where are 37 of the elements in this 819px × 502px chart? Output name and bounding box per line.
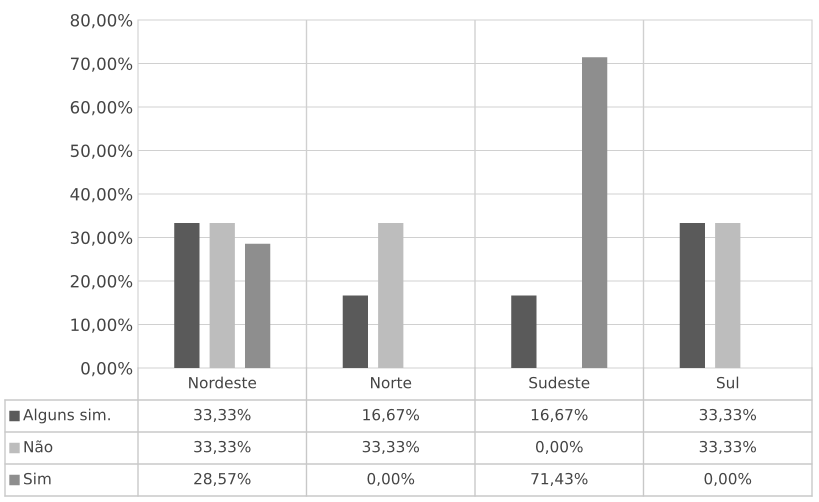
- y-tick-label: 50,00%: [70, 144, 132, 159]
- y-tick-label: 40,00%: [70, 188, 132, 202]
- bar: [582, 57, 608, 368]
- bar: [174, 223, 200, 368]
- legend-label: Sim: [24, 472, 51, 484]
- bar: [342, 295, 368, 368]
- data-label: 0,00%: [536, 440, 583, 454]
- y-tick-label: 30,00%: [70, 231, 132, 246]
- x-tick-label: Norte: [371, 377, 412, 388]
- x-tick-label: Nordeste: [189, 376, 256, 388]
- y-tick-label: 80,00%: [70, 14, 132, 28]
- x-tick-label: Sudeste: [529, 376, 590, 388]
- data-label: 33,33%: [700, 440, 756, 454]
- data-label: 33,33%: [194, 440, 251, 454]
- data-label: 28,57%: [194, 472, 251, 486]
- bar: [715, 223, 740, 368]
- bar: [680, 223, 706, 368]
- y-tick-label: 20,00%: [70, 274, 132, 290]
- legend-label: Alguns sim.: [23, 408, 110, 424]
- bar: [378, 223, 404, 368]
- legend-label: Não: [24, 440, 52, 452]
- data-label: 0,00%: [704, 472, 752, 486]
- x-tick-label: Sul: [716, 376, 738, 388]
- y-tick-label: 60,00%: [70, 100, 132, 116]
- data-label: 16,67%: [532, 408, 588, 422]
- bar: [245, 244, 270, 368]
- data-label: 71,43%: [531, 472, 588, 486]
- y-tick-label: 70,00%: [70, 57, 132, 72]
- bar: [511, 295, 537, 368]
- data-label: 33,33%: [194, 408, 251, 422]
- bar: [210, 223, 235, 368]
- data-label: 0,00%: [367, 472, 414, 486]
- data-label: 33,33%: [700, 408, 756, 422]
- y-tick-label: 0,00%: [81, 362, 132, 376]
- data-label: 33,33%: [362, 440, 420, 454]
- data-label: 16,67%: [363, 408, 420, 422]
- y-tick-label: 10,00%: [71, 318, 132, 333]
